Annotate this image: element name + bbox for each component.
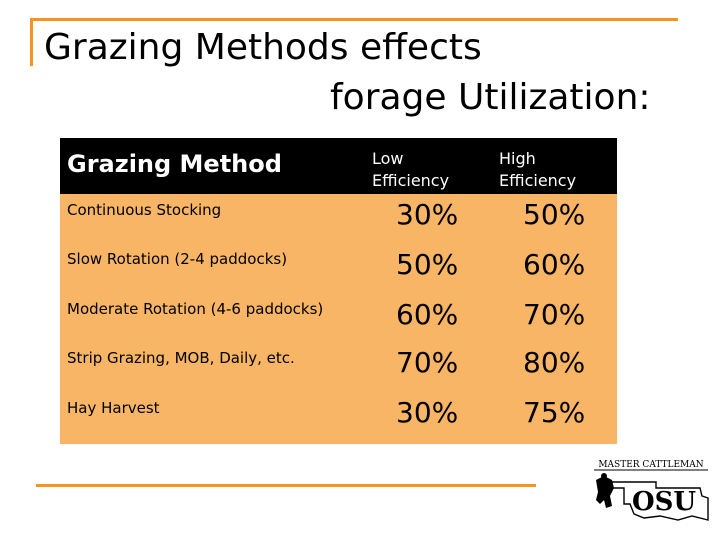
- header-high-line2: Efficiency: [499, 171, 577, 190]
- header-low-line1: Low: [372, 149, 404, 168]
- row-low-strip-grazing: 70%: [396, 346, 459, 379]
- row-low-slow-rotation: 50%: [396, 248, 459, 281]
- row-high-hay-harvest: 75%: [523, 396, 586, 429]
- row-label-continuous: Continuous Stocking: [67, 201, 222, 219]
- row-label-slow-rotation: Slow Rotation (2-4 paddocks): [67, 250, 288, 268]
- row-high-moderate-rotation: 70%: [523, 298, 586, 331]
- left-accent-line: [30, 18, 33, 66]
- row-low-hay-harvest: 30%: [396, 396, 459, 429]
- header-low-efficiency: Low Efficiency: [372, 148, 449, 192]
- slide-title-line2: forage Utilization:: [330, 77, 651, 118]
- row-low-continuous: 30%: [396, 198, 459, 231]
- row-high-continuous: 50%: [523, 198, 586, 231]
- row-high-slow-rotation: 60%: [523, 248, 586, 281]
- slide-title-line1: Grazing Methods effects: [44, 27, 482, 68]
- table-header: Grazing Method Low Efficiency High Effic…: [60, 138, 617, 194]
- master-cattleman-logo: MASTER CATTLEMAN OSU: [590, 456, 712, 524]
- row-label-moderate-rotation: Moderate Rotation (4-6 paddocks): [67, 300, 324, 318]
- header-grazing-method: Grazing Method: [67, 150, 282, 178]
- logo-graphic: MASTER CATTLEMAN OSU: [594, 460, 709, 521]
- row-high-strip-grazing: 80%: [523, 346, 586, 379]
- row-label-hay-harvest: Hay Harvest: [67, 399, 160, 417]
- logo-top-text: MASTER CATTLEMAN: [598, 460, 703, 470]
- logo-brand-text: OSU: [632, 487, 696, 517]
- header-high-line1: High: [499, 149, 536, 168]
- row-low-moderate-rotation: 60%: [396, 298, 459, 331]
- header-high-efficiency: High Efficiency: [499, 148, 576, 192]
- row-label-strip-grazing: Strip Grazing, MOB, Daily, etc.: [67, 349, 295, 367]
- header-low-line2: Efficiency: [372, 171, 450, 190]
- utilization-table: Grazing Method Low Efficiency High Effic…: [60, 138, 617, 444]
- top-accent-line: [30, 18, 678, 21]
- bottom-accent-line: [36, 484, 536, 487]
